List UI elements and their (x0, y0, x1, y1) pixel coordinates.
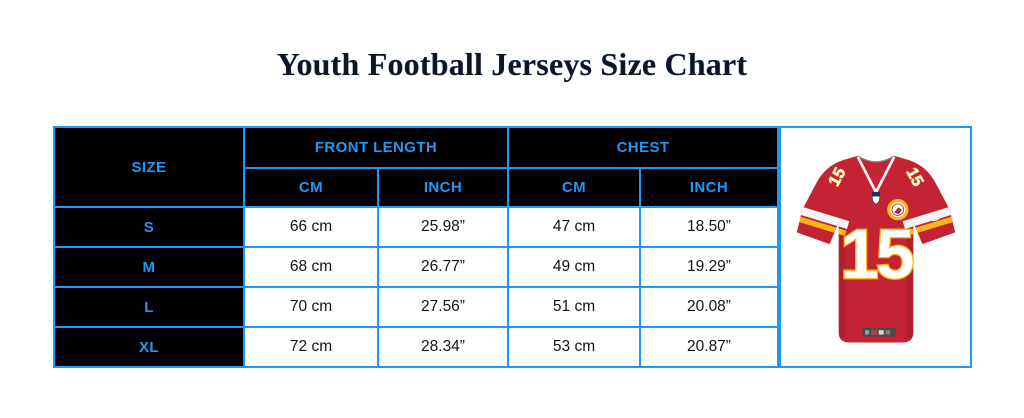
jock-tag (861, 327, 896, 337)
chest-cm-cell: 47 cm (507, 206, 641, 248)
collar-back-line (856, 155, 895, 163)
table-row-s: S 66 cm 25.98” 47 cm 18.50” (53, 206, 779, 248)
size-cell: S (53, 206, 245, 248)
jersey-number: 15 (840, 215, 913, 293)
size-cell: XL (53, 326, 245, 368)
front-cm-cell: 72 cm (243, 326, 379, 368)
chest-cm-header: CM (507, 167, 641, 208)
chest-cm-cell: 53 cm (507, 326, 641, 368)
chest-header: CHEST (507, 126, 779, 169)
front-inch-header: INCH (377, 167, 509, 208)
chest-inch-cell: 20.08” (639, 286, 779, 328)
front-cm-cell: 70 cm (243, 286, 379, 328)
front-inch-cell: 28.34” (377, 326, 509, 368)
page-title: Youth Football Jerseys Size Chart (276, 46, 748, 82)
chest-inch-cell: 18.50” (639, 206, 779, 248)
front-cm-header: CM (243, 167, 379, 208)
team-patch-icon (886, 198, 908, 221)
table-row-l: L 70 cm 27.56” 51 cm 20.08” (53, 286, 779, 328)
front-inch-cell: 26.77” (377, 246, 509, 288)
table-row-xl: XL 72 cm 28.34” 53 cm 20.87” (53, 326, 779, 368)
table-row-m: M 68 cm 26.77” 49 cm 19.29” (53, 246, 779, 288)
front-cm-cell: 68 cm (243, 246, 379, 288)
jersey-image: 15 15 15 (796, 155, 955, 343)
front-length-header: FRONT LENGTH (243, 126, 509, 169)
size-cell: L (53, 286, 245, 328)
chest-inch-header: INCH (639, 167, 779, 208)
swoosh-icon (929, 211, 946, 222)
size-column-header: SIZE (53, 126, 245, 208)
size-cell: M (53, 246, 245, 288)
front-inch-cell: 25.98” (377, 206, 509, 248)
jersey-product-photo: 15 15 15 (779, 126, 972, 368)
chest-inch-cell: 20.87” (639, 326, 779, 368)
chest-cm-cell: 51 cm (507, 286, 641, 328)
chest-cm-cell: 49 cm (507, 246, 641, 288)
front-inch-cell: 27.56” (377, 286, 509, 328)
nfl-shield-icon (871, 191, 880, 205)
front-cm-cell: 66 cm (243, 206, 379, 248)
chest-inch-cell: 19.29” (639, 246, 779, 288)
size-table: SIZE FRONT LENGTH CHEST CM INCH CM INCH … (53, 126, 779, 368)
jersey-body (796, 155, 955, 343)
